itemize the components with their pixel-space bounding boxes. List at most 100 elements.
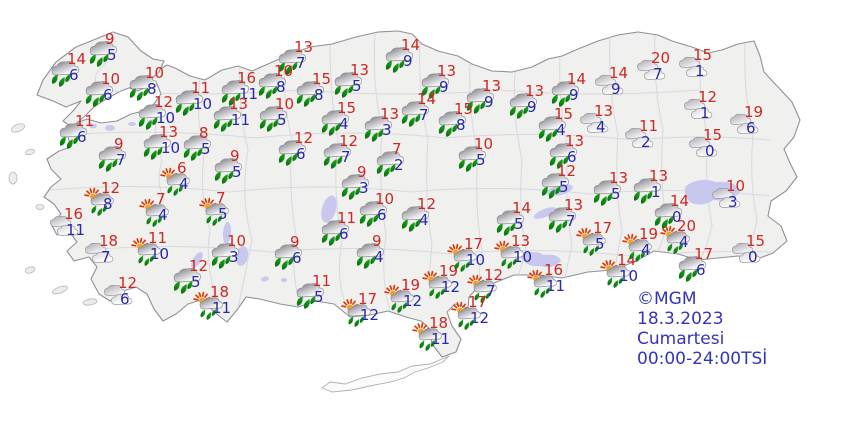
low-temp: 9 bbox=[611, 80, 621, 98]
rain-cloud-icon bbox=[321, 110, 349, 136]
rain-cloud-icon bbox=[509, 93, 537, 119]
low-temp: 5 bbox=[595, 235, 605, 253]
rain-cloud-icon bbox=[296, 283, 324, 309]
low-temp: 7 bbox=[566, 212, 576, 230]
low-temp: 6 bbox=[696, 261, 706, 279]
low-temp: 6 bbox=[296, 145, 306, 163]
weather-station: 16 11 bbox=[218, 68, 274, 112]
weather-station: 14 6 bbox=[48, 49, 104, 93]
high-temp: 13 bbox=[350, 61, 370, 79]
low-temp: 11 bbox=[431, 330, 451, 348]
sun-shower-icon bbox=[193, 291, 223, 320]
high-temp: 17 bbox=[358, 290, 378, 308]
weather-station: 18 11 bbox=[191, 282, 247, 326]
rain-cloud-icon bbox=[356, 243, 384, 269]
weather-station: 15 8 bbox=[293, 69, 349, 113]
sun-shower-icon bbox=[527, 269, 557, 298]
weather-station: 10 6 bbox=[82, 69, 138, 113]
weather-station: 11 10 bbox=[129, 228, 185, 272]
high-temp: 15 bbox=[693, 46, 713, 64]
rain-cloud-icon bbox=[633, 178, 661, 204]
high-temp: 19 bbox=[401, 276, 421, 294]
weather-station: 11 6 bbox=[318, 208, 374, 252]
weather-station: 12 6 bbox=[275, 128, 331, 172]
high-temp: 10 bbox=[101, 70, 121, 88]
weather-station: 13 9 bbox=[418, 61, 474, 105]
cloudy-icon bbox=[730, 113, 759, 134]
high-temp: 10 bbox=[274, 62, 294, 80]
low-temp: 5 bbox=[201, 140, 211, 158]
low-temp: 5 bbox=[218, 205, 228, 223]
low-temp: 4 bbox=[374, 248, 384, 266]
cloudy-icon bbox=[50, 215, 79, 236]
weather-station: 15 0 bbox=[727, 231, 783, 275]
high-temp: 13 bbox=[565, 132, 585, 150]
weather-station: 17 6 bbox=[675, 244, 731, 288]
rain-cloud-icon bbox=[376, 151, 404, 177]
low-temp: 8 bbox=[147, 80, 157, 98]
sun-shower-icon bbox=[600, 259, 630, 288]
low-temp: 7 bbox=[101, 248, 111, 266]
high-temp: 14 bbox=[670, 192, 690, 210]
rain-cloud-icon bbox=[214, 158, 242, 184]
rain-cloud-icon bbox=[259, 106, 287, 132]
high-temp: 7 bbox=[216, 189, 226, 207]
rain-cloud-icon bbox=[129, 75, 157, 101]
low-temp: 1 bbox=[651, 183, 661, 201]
high-temp: 13 bbox=[609, 169, 629, 187]
rain-cloud-icon bbox=[438, 111, 466, 137]
low-temp: 2 bbox=[394, 156, 404, 174]
high-temp: 7 bbox=[156, 190, 166, 208]
low-temp: 3 bbox=[382, 121, 392, 139]
low-temp: 0 bbox=[705, 142, 715, 160]
low-temp: 10 bbox=[150, 245, 170, 263]
low-temp: 5 bbox=[352, 77, 362, 95]
low-temp: 9 bbox=[569, 86, 579, 104]
low-temp: 11 bbox=[239, 85, 259, 103]
cloudy-icon bbox=[637, 59, 666, 80]
low-temp: 8 bbox=[103, 195, 113, 213]
weather-station: 13 3 bbox=[361, 104, 417, 148]
weather-station: 12 1 bbox=[679, 87, 735, 131]
rain-cloud-icon bbox=[274, 244, 302, 270]
high-temp: 15 bbox=[454, 100, 474, 118]
sun-shower-icon bbox=[447, 243, 477, 272]
rain-cloud-icon bbox=[98, 146, 126, 172]
weather-station: 14 5 bbox=[493, 198, 549, 242]
weather-station: 14 9 bbox=[590, 63, 646, 107]
high-temp: 13 bbox=[649, 167, 669, 185]
weather-station: 11 6 bbox=[56, 111, 112, 155]
high-temp: 13 bbox=[482, 77, 502, 95]
weather-station: 14 0 bbox=[651, 191, 707, 235]
low-temp: 6 bbox=[567, 148, 577, 166]
weather-station: 10 5 bbox=[256, 94, 312, 138]
low-temp: 10 bbox=[513, 248, 533, 266]
thrace-landmass bbox=[36, 31, 165, 128]
high-temp: 16 bbox=[237, 69, 257, 87]
high-temp: 18 bbox=[99, 232, 119, 250]
weather-station: 17 10 bbox=[445, 234, 501, 278]
weather-station: 13 10 bbox=[492, 231, 548, 275]
low-temp: 4 bbox=[679, 233, 689, 251]
sun-shower-icon bbox=[660, 225, 690, 254]
rain-cloud-icon bbox=[59, 123, 87, 149]
high-temp: 11 bbox=[148, 229, 168, 247]
weather-station: 16 11 bbox=[45, 204, 101, 248]
rain-cloud-icon bbox=[175, 90, 203, 116]
sun-shower-icon bbox=[422, 270, 452, 299]
sun-shower-icon bbox=[131, 237, 161, 266]
weather-station: 12 10 bbox=[135, 92, 191, 136]
low-temp: 2 bbox=[641, 133, 651, 151]
weather-station: 10 3 bbox=[707, 176, 763, 220]
high-temp: 12 bbox=[557, 162, 577, 180]
rain-cloud-icon bbox=[549, 143, 577, 169]
weather-station: 15 1 bbox=[674, 45, 730, 89]
